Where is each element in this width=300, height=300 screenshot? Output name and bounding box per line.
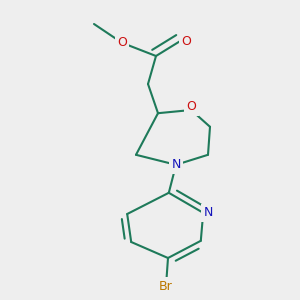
Text: N: N	[203, 206, 213, 219]
Text: N: N	[171, 158, 181, 171]
Text: Br: Br	[159, 280, 173, 292]
Text: O: O	[117, 36, 127, 49]
Text: O: O	[181, 35, 191, 48]
Text: O: O	[186, 100, 196, 113]
